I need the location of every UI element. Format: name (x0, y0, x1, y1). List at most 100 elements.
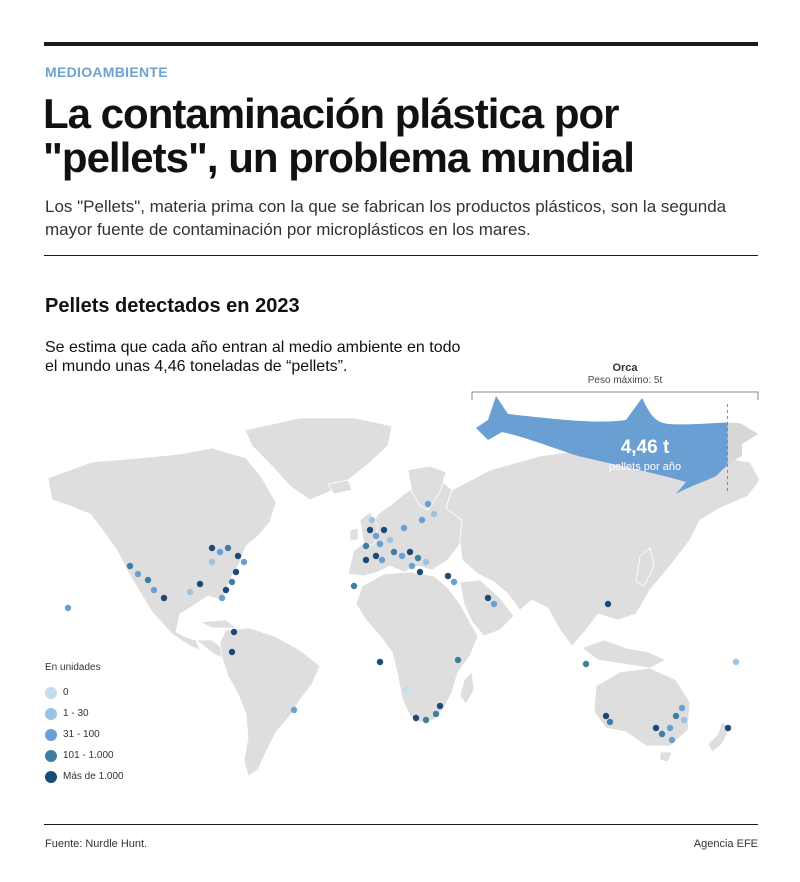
map-marker (454, 656, 462, 664)
map-section-title: Pellets detectados en 2023 (45, 295, 300, 317)
south-america (219, 627, 321, 777)
map-marker (144, 576, 152, 584)
map-marker (400, 524, 408, 532)
legend-swatch (45, 707, 57, 720)
map-marker (232, 568, 240, 576)
legend-label: Más de 1.000 (63, 771, 124, 782)
tasmania (659, 751, 673, 763)
legend-title: En unidades (45, 662, 101, 673)
map-marker (228, 578, 236, 586)
map-marker (432, 710, 440, 718)
orca-value: 4,46 t (620, 437, 670, 458)
map-marker (186, 588, 194, 596)
map-marker (398, 552, 406, 560)
map-marker (602, 712, 610, 720)
map-marker (386, 536, 394, 544)
greenland (244, 417, 393, 501)
map-marker (652, 724, 660, 732)
legend-swatch (45, 770, 57, 783)
bottom-rule (44, 824, 758, 825)
legend-label: 0 (63, 687, 69, 698)
map-marker (362, 542, 370, 550)
map-marker (484, 594, 492, 602)
map-marker (444, 572, 452, 580)
southeast-asia-islands (581, 639, 667, 669)
orca-name: Orca (612, 362, 638, 374)
map-marker (422, 558, 430, 566)
map-marker (290, 706, 298, 714)
legend-label: 1 - 30 (63, 708, 89, 719)
madagascar (459, 671, 475, 705)
orca-pictogram (471, 391, 759, 494)
map-marker (196, 580, 204, 588)
map-marker (724, 724, 732, 732)
map-marker (380, 526, 388, 534)
map-marker (418, 516, 426, 524)
map-marker (390, 548, 398, 556)
map-marker (402, 686, 410, 694)
legend-label: 31 - 100 (63, 729, 100, 740)
map-marker (230, 628, 238, 636)
australia (593, 667, 691, 747)
map-marker (368, 516, 376, 524)
legend-item: 101 - 1.000 (45, 745, 124, 766)
map-marker (134, 570, 142, 578)
legend-item: 31 - 100 (45, 724, 124, 745)
map-legend: En unidades 0 1 - 30 31 - 100 101 - 1.000 Má… (45, 662, 124, 787)
orca-label: Orca Peso máximo: 5t (560, 362, 690, 386)
map-marker (234, 552, 242, 560)
japan (635, 547, 655, 587)
map-marker (732, 658, 740, 666)
map-marker (208, 558, 216, 566)
source-note: Fuente: Nurdle Hunt. (45, 838, 148, 850)
map-marker (350, 582, 358, 590)
legend-swatch (45, 686, 57, 699)
map-marker (430, 510, 438, 518)
map-marker (376, 658, 384, 666)
map-description: Se estima que cada año entran al medio a… (45, 339, 461, 375)
map-marker (216, 548, 224, 556)
africa (355, 571, 479, 723)
orca-value-label: 4,46 t pellets por año (590, 437, 700, 473)
map-marker (224, 544, 232, 552)
map-marker (218, 594, 226, 602)
map-marker (604, 600, 612, 608)
map-marker (672, 712, 680, 720)
pellet-markers (64, 500, 740, 744)
map-marker (582, 660, 590, 668)
top-rule (44, 42, 758, 46)
headline: La contaminación plástica por "pellets",… (43, 90, 635, 181)
map-marker (378, 556, 386, 564)
cuba (198, 619, 238, 629)
map-marker (366, 526, 374, 534)
map-marker (678, 704, 686, 712)
north-america (47, 447, 277, 651)
orca-max-weight: Peso máximo: 5t (587, 375, 663, 386)
map-marker (666, 724, 674, 732)
scandinavia (407, 465, 447, 511)
map-marker (422, 716, 430, 724)
orca-scale-bracket (471, 391, 759, 400)
map-marker (64, 604, 72, 612)
map-marker (372, 552, 380, 560)
map-marker (668, 736, 676, 744)
map-marker (408, 562, 416, 570)
section-kicker: MEDIOAMBIENTE (45, 64, 168, 80)
orca-unit: pellets por año (608, 461, 682, 473)
arabia (459, 579, 515, 637)
agency-credit: Agencia EFE (693, 838, 758, 850)
map-marker (126, 562, 134, 570)
map-marker (436, 702, 444, 710)
map-marker (372, 532, 380, 540)
map-marker (406, 548, 414, 556)
map-marker (362, 556, 370, 564)
legend-swatch (45, 749, 57, 762)
subtitle: Los "Pellets", materia prima con la que … (45, 197, 727, 239)
map-marker (606, 718, 614, 726)
map-marker (416, 568, 424, 576)
map-marker (240, 558, 248, 566)
map-marker (414, 554, 422, 562)
orca-fill (476, 396, 728, 494)
world-map (47, 417, 761, 777)
map-marker (450, 578, 458, 586)
